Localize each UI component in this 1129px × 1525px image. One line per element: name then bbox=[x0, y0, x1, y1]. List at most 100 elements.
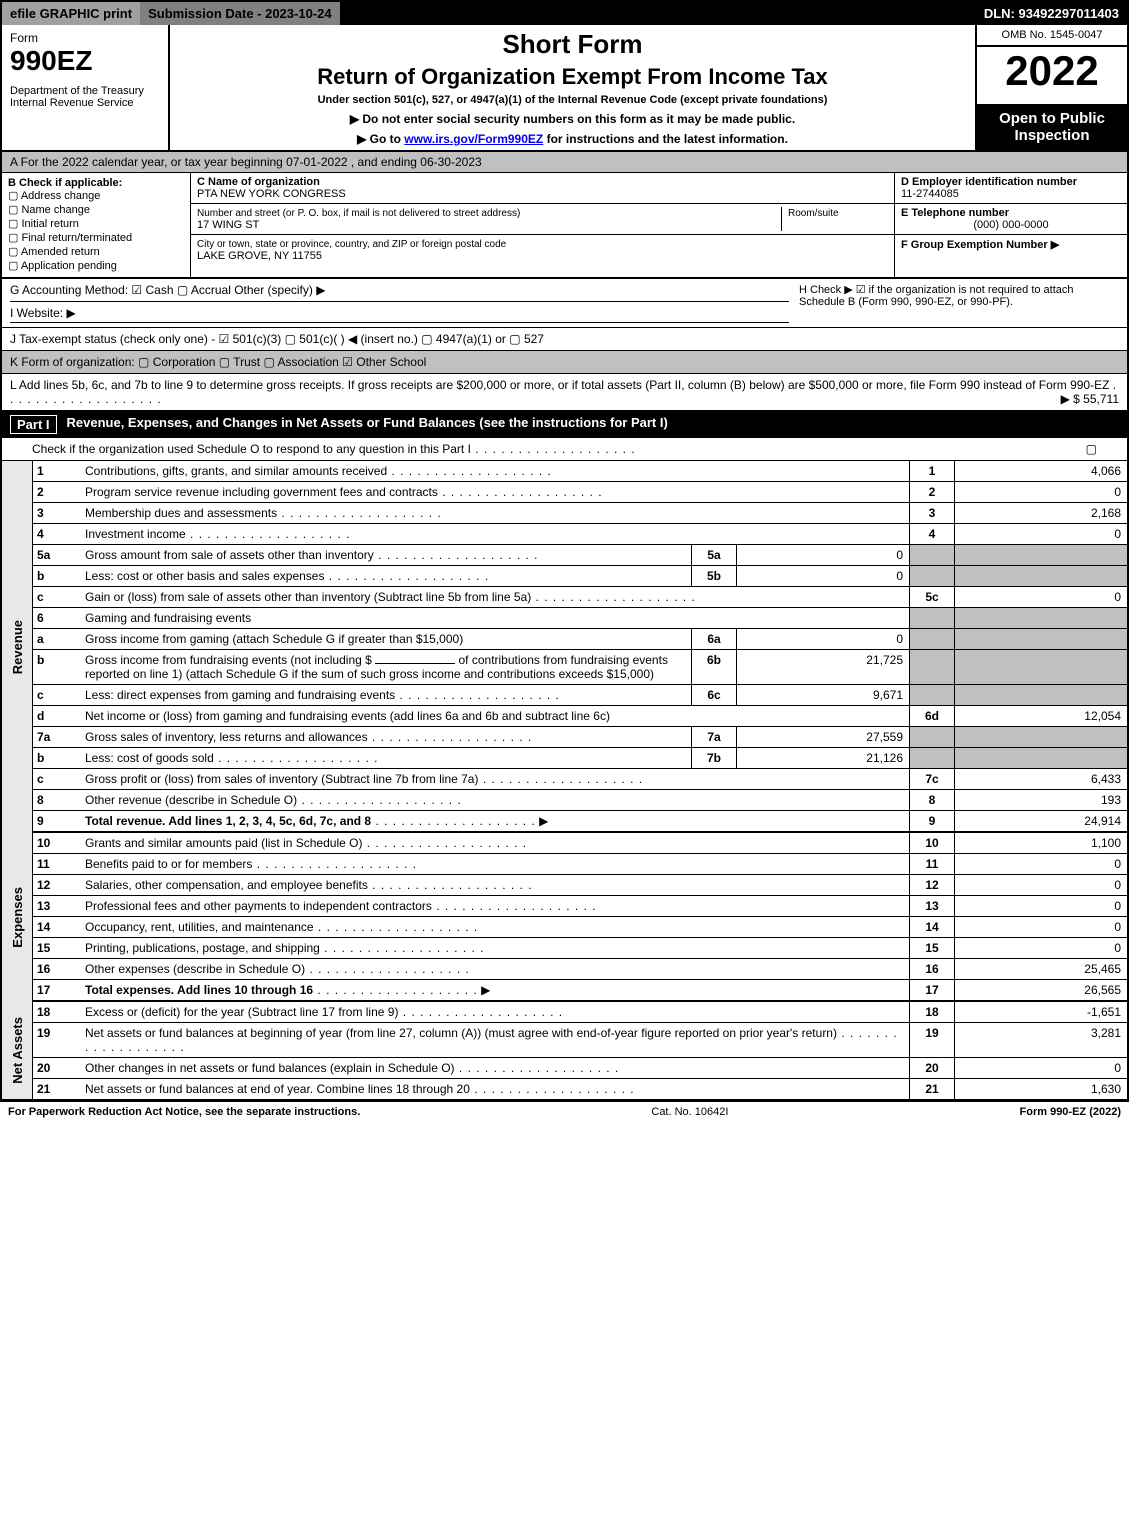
top-bar: efile GRAPHIC print Submission Date - 20… bbox=[2, 2, 1127, 25]
revenue-section: Revenue 1Contributions, gifts, grants, a… bbox=[2, 461, 1127, 833]
line-5a-desc: Gross amount from sale of assets other t… bbox=[85, 548, 374, 562]
part-1-title: Revenue, Expenses, and Changes in Net As… bbox=[67, 415, 668, 434]
city-cell: City or town, state or province, country… bbox=[191, 235, 894, 265]
line-9-val: 24,914 bbox=[955, 811, 1127, 831]
line-19-val: 3,281 bbox=[955, 1023, 1127, 1057]
section-b-block: B Check if applicable: Address change Na… bbox=[2, 173, 1127, 279]
line-6b-subval: 21,725 bbox=[737, 650, 909, 684]
line-6d-desc: Net income or (loss) from gaming and fun… bbox=[85, 709, 610, 723]
line-5b-desc: Less: cost or other basis and sales expe… bbox=[85, 569, 324, 583]
net-assets-label: Net Assets bbox=[10, 1013, 25, 1088]
line-18-box: 18 bbox=[909, 1002, 955, 1022]
line-7a-desc: Gross sales of inventory, less returns a… bbox=[85, 730, 368, 744]
section-e: E Telephone number (000) 000-0000 bbox=[895, 204, 1127, 235]
irs-link[interactable]: www.irs.gov/Form990EZ bbox=[404, 132, 543, 146]
form-header: Form 990EZ Department of the Treasury In… bbox=[2, 25, 1127, 152]
line-6d: dNet income or (loss) from gaming and fu… bbox=[33, 706, 1127, 727]
expenses-label: Expenses bbox=[10, 883, 25, 952]
check-initial-return[interactable]: Initial return bbox=[8, 217, 184, 230]
line-19: 19Net assets or fund balances at beginni… bbox=[33, 1023, 1127, 1058]
section-b: B Check if applicable: Address change Na… bbox=[2, 173, 191, 277]
ein: 11-2744085 bbox=[901, 188, 959, 200]
part-1-tag: Part I bbox=[10, 415, 57, 434]
check-amended-return[interactable]: Amended return bbox=[8, 245, 184, 258]
line-4-box: 4 bbox=[909, 524, 955, 544]
line-18-val: -1,651 bbox=[955, 1002, 1127, 1022]
check-name-change[interactable]: Name change bbox=[8, 203, 184, 216]
room-label: Room/suite bbox=[788, 208, 839, 219]
line-5c-val: 0 bbox=[955, 587, 1127, 607]
check-final-return[interactable]: Final return/terminated bbox=[8, 231, 184, 244]
line-7c-desc: Gross profit or (loss) from sales of inv… bbox=[85, 772, 478, 786]
section-a: A For the 2022 calendar year, or tax yea… bbox=[2, 152, 1127, 173]
revenue-label: Revenue bbox=[10, 616, 25, 678]
line-20-val: 0 bbox=[955, 1058, 1127, 1078]
check-address-change[interactable]: Address change bbox=[8, 189, 184, 202]
line-10: 10Grants and similar amounts paid (list … bbox=[33, 833, 1127, 854]
line-12-box: 12 bbox=[909, 875, 955, 895]
line-6b: bGross income from fundraising events (n… bbox=[33, 650, 1127, 685]
instruction-2: ▶ Go to www.irs.gov/Form990EZ for instru… bbox=[178, 132, 967, 146]
line-7b-subval: 21,126 bbox=[737, 748, 909, 768]
form-label: Form bbox=[10, 31, 160, 45]
line-21-val: 1,630 bbox=[955, 1079, 1127, 1099]
line-8-val: 193 bbox=[955, 790, 1127, 810]
line-4-desc: Investment income bbox=[85, 527, 186, 541]
line-6d-box: 6d bbox=[909, 706, 955, 726]
phone-label: E Telephone number bbox=[901, 207, 1009, 219]
line-4: 4Investment income40 bbox=[33, 524, 1127, 545]
form-990ez: efile GRAPHIC print Submission Date - 20… bbox=[0, 0, 1129, 1101]
line-9-desc: Total revenue. Add lines 1, 2, 3, 4, 5c,… bbox=[85, 814, 371, 828]
line-6b-sub: 6b bbox=[691, 650, 737, 684]
tax-year: 2022 bbox=[977, 47, 1127, 104]
line-15-val: 0 bbox=[955, 938, 1127, 958]
line-19-desc: Net assets or fund balances at beginning… bbox=[85, 1026, 837, 1040]
line-5c-box: 5c bbox=[909, 587, 955, 607]
line-6a: aGross income from gaming (attach Schedu… bbox=[33, 629, 1127, 650]
form-subtitle: Under section 501(c), 527, or 4947(a)(1)… bbox=[178, 94, 967, 106]
line-2-desc: Program service revenue including govern… bbox=[85, 485, 438, 499]
footer-left: For Paperwork Reduction Act Notice, see … bbox=[8, 1106, 360, 1118]
line-11-val: 0 bbox=[955, 854, 1127, 874]
line-18: 18Excess or (deficit) for the year (Subt… bbox=[33, 1002, 1127, 1023]
line-1-val: 4,066 bbox=[955, 461, 1127, 481]
form-title: Return of Organization Exempt From Incom… bbox=[178, 64, 967, 90]
header-right: OMB No. 1545-0047 2022 Open to Public In… bbox=[975, 25, 1127, 150]
line-16-val: 25,465 bbox=[955, 959, 1127, 979]
line-6: 6Gaming and fundraising events bbox=[33, 608, 1127, 629]
line-14-desc: Occupancy, rent, utilities, and maintena… bbox=[85, 920, 314, 934]
section-l: L Add lines 5b, 6c, and 7b to line 9 to … bbox=[2, 374, 1127, 411]
line-6-desc: Gaming and fundraising events bbox=[81, 608, 909, 628]
section-l-text: L Add lines 5b, 6c, and 7b to line 9 to … bbox=[10, 378, 1109, 392]
shade bbox=[955, 748, 1127, 768]
line-14-box: 14 bbox=[909, 917, 955, 937]
instruction-1: ▶ Do not enter social security numbers o… bbox=[178, 112, 967, 126]
short-form-label: Short Form bbox=[178, 29, 967, 60]
line-7c-val: 6,433 bbox=[955, 769, 1127, 789]
line-6c-desc: Less: direct expenses from gaming and fu… bbox=[85, 688, 395, 702]
line-6b-pre: Gross income from fundraising events (no… bbox=[85, 653, 372, 667]
shade bbox=[909, 629, 955, 649]
street-cell: Number and street (or P. O. box, if mail… bbox=[191, 204, 894, 235]
page-footer: For Paperwork Reduction Act Notice, see … bbox=[0, 1101, 1129, 1122]
shade bbox=[909, 685, 955, 705]
line-1: 1Contributions, gifts, grants, and simil… bbox=[33, 461, 1127, 482]
line-21-desc: Net assets or fund balances at end of ye… bbox=[85, 1082, 470, 1096]
line-2-val: 0 bbox=[955, 482, 1127, 502]
shade bbox=[909, 566, 955, 586]
line-15-box: 15 bbox=[909, 938, 955, 958]
line-3: 3Membership dues and assessments32,168 bbox=[33, 503, 1127, 524]
part-1-check[interactable]: ▢ bbox=[1086, 442, 1097, 456]
line-12-val: 0 bbox=[955, 875, 1127, 895]
form-number: 990EZ bbox=[10, 45, 160, 77]
street-label: Number and street (or P. O. box, if mail… bbox=[197, 208, 520, 219]
part-1-check-note: Check if the organization used Schedule … bbox=[32, 442, 1086, 456]
line-7a: 7aGross sales of inventory, less returns… bbox=[33, 727, 1127, 748]
line-6a-subval: 0 bbox=[737, 629, 909, 649]
line-6d-val: 12,054 bbox=[955, 706, 1127, 726]
shade bbox=[955, 629, 1127, 649]
check-application-pending[interactable]: Application pending bbox=[8, 259, 184, 272]
line-8: 8Other revenue (describe in Schedule O)8… bbox=[33, 790, 1127, 811]
org-name: PTA NEW YORK CONGRESS bbox=[197, 188, 346, 200]
line-2-box: 2 bbox=[909, 482, 955, 502]
